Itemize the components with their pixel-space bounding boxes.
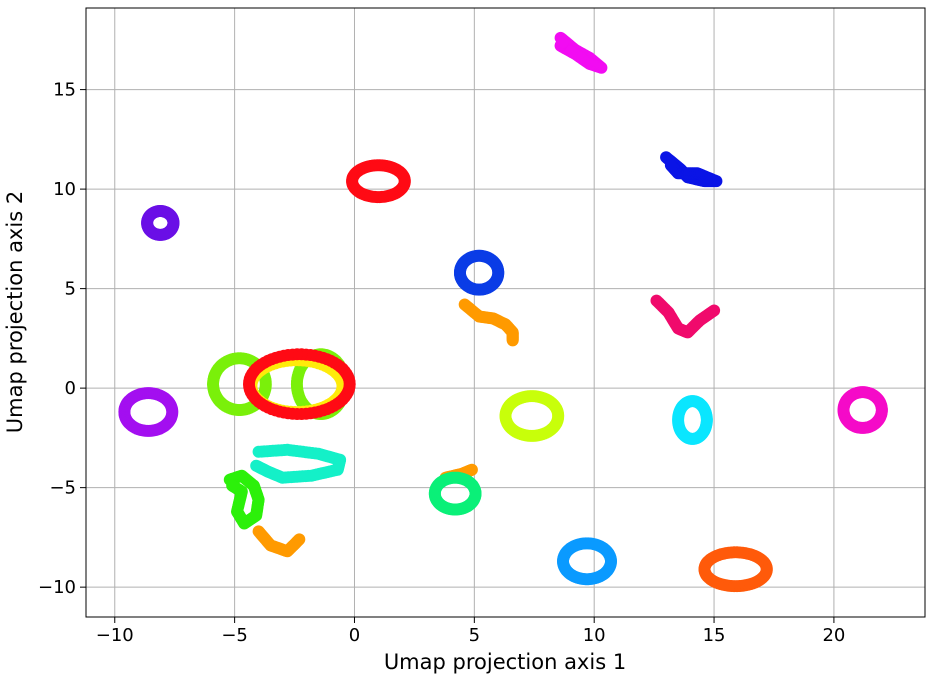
scatter-point [166, 407, 179, 420]
x-tick-label: 20 [822, 625, 845, 646]
scatter-point [259, 380, 272, 393]
scatter-point [760, 564, 773, 577]
y-axis-label: Umap projection axis 2 [3, 191, 27, 433]
x-tick-label: 15 [703, 625, 726, 646]
scatter-point [250, 459, 263, 472]
x-axis-label: Umap projection axis 1 [384, 650, 626, 674]
y-tick-label: −10 [38, 577, 76, 598]
scatter-point [398, 176, 411, 189]
y-tick-label: 0 [65, 378, 76, 399]
x-axis-ticks: −10 −5 0 5 10 15 20 [96, 617, 845, 646]
x-tick-label: 10 [583, 625, 606, 646]
cluster-4 [454, 249, 505, 296]
cluster-16 [223, 469, 265, 530]
x-tick-label: −5 [221, 625, 248, 646]
scatter-point [875, 405, 888, 418]
scatter-point [708, 304, 721, 317]
cluster-2 [346, 159, 411, 204]
scatter-point [664, 159, 677, 172]
y-axis-ticks: −10 −5 0 5 10 15 [38, 80, 86, 598]
cluster-21 [698, 546, 773, 593]
scatter-point [557, 35, 569, 48]
scatter-point [167, 218, 180, 230]
cluster-19 [428, 471, 482, 516]
cluster-20 [557, 537, 617, 586]
cluster-13 [672, 395, 713, 445]
cluster-14 [837, 386, 888, 434]
plot-frame [85, 7, 926, 618]
x-tick-label: 5 [469, 625, 480, 646]
scatter-point [700, 415, 713, 428]
scatter-point [469, 489, 482, 501]
cluster-3 [141, 205, 180, 241]
cluster-17 [252, 525, 306, 558]
y-tick-label: 15 [53, 80, 76, 101]
cluster-6 [650, 294, 721, 339]
cluster-1 [660, 151, 723, 188]
y-tick-label: 5 [65, 279, 76, 300]
scatter-point [604, 556, 617, 569]
scatter-point [465, 463, 478, 476]
cluster-15 [250, 443, 347, 484]
x-tick-label: 0 [349, 625, 360, 646]
cluster-0 [554, 31, 608, 74]
data-points [118, 31, 888, 593]
scatter-point [226, 479, 239, 492]
x-tick-label: −10 [96, 625, 134, 646]
scatter-point [506, 334, 519, 347]
y-tick-label: 10 [53, 179, 76, 200]
scatter-point [343, 380, 356, 393]
cluster-10 [243, 348, 356, 420]
cluster-12 [499, 390, 565, 442]
cluster-11 [118, 387, 179, 437]
scatter-point [293, 533, 306, 546]
y-tick-label: −5 [49, 478, 76, 499]
scatter-point [552, 411, 565, 424]
scatter-point [492, 268, 505, 281]
cluster-5 [458, 298, 519, 347]
